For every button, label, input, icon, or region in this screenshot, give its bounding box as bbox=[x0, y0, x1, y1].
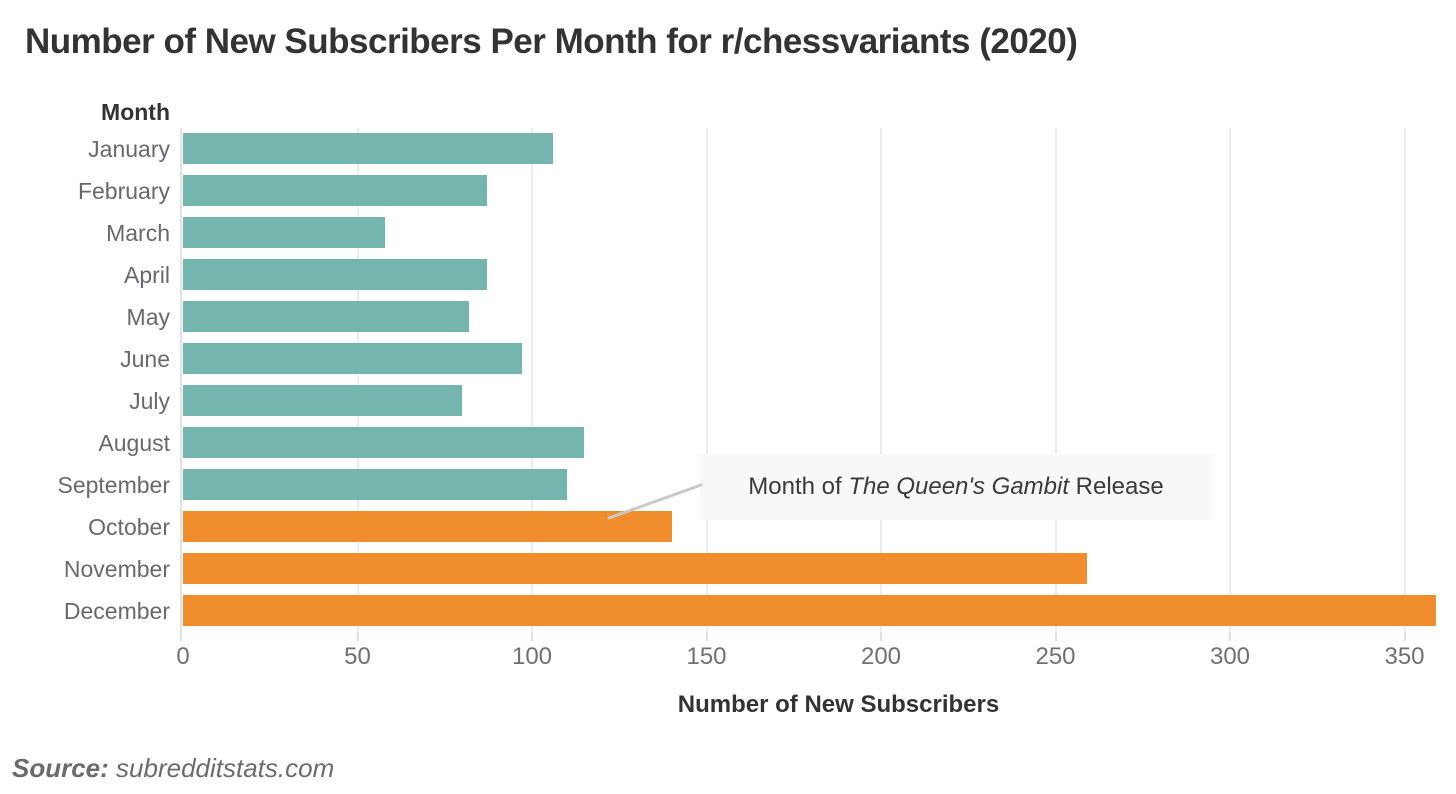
source-text: subredditstats.com bbox=[108, 753, 335, 783]
tick-mark-300 bbox=[1229, 630, 1231, 641]
tick-mark-150 bbox=[705, 630, 708, 641]
gridline-350 bbox=[1403, 128, 1406, 632]
gridline-300 bbox=[1229, 128, 1231, 632]
month-label-july: July bbox=[129, 388, 170, 414]
x-axis-tick-marks bbox=[180, 630, 1456, 642]
bar-april bbox=[183, 259, 487, 290]
tick-label-150: 150 bbox=[686, 643, 727, 670]
gridline-50 bbox=[356, 128, 359, 632]
gridline-200 bbox=[880, 128, 882, 632]
annotation-italic-title: The Queen's Gambit bbox=[848, 473, 1069, 500]
annotation-suffix: Release bbox=[1069, 473, 1164, 500]
tick-label-0: 0 bbox=[176, 643, 190, 670]
month-label-march: March bbox=[106, 220, 170, 246]
bar-march bbox=[183, 217, 386, 248]
tick-mark-350 bbox=[1403, 630, 1406, 641]
bar-may bbox=[183, 301, 470, 332]
bar-august bbox=[183, 427, 585, 458]
month-label-november: November bbox=[63, 556, 170, 582]
bar-november bbox=[183, 553, 1087, 584]
bar-october bbox=[183, 511, 672, 542]
bar-july bbox=[183, 385, 463, 416]
annotation-leader-line bbox=[607, 483, 703, 520]
annotation-label: Month of The Queen's Gambit Release bbox=[700, 454, 1212, 520]
tick-mark-50 bbox=[356, 630, 359, 641]
bar-february bbox=[183, 175, 487, 206]
x-axis-tick-labels: 0 50 100 150 200 250 300 350 bbox=[176, 643, 1456, 673]
month-label-december: December bbox=[63, 598, 170, 624]
tick-mark-0 bbox=[180, 630, 182, 641]
month-label-january: January bbox=[88, 136, 170, 162]
gridline-100 bbox=[531, 128, 533, 632]
month-label-february: February bbox=[77, 178, 170, 204]
y-axis-line bbox=[180, 128, 182, 632]
month-label-october: October bbox=[88, 514, 170, 540]
y-axis-title: Month bbox=[101, 99, 170, 125]
bar-january bbox=[183, 133, 553, 164]
tick-mark-100 bbox=[531, 630, 533, 641]
source-note: Source: subredditstats.com bbox=[12, 753, 334, 784]
tick-mark-200 bbox=[880, 630, 882, 641]
month-label-june: June bbox=[120, 346, 170, 372]
tick-label-250: 250 bbox=[1035, 643, 1076, 670]
x-axis-title: Number of New Subscribers bbox=[677, 691, 1000, 718]
tick-label-350: 350 bbox=[1384, 643, 1425, 670]
bar-december bbox=[183, 595, 1436, 626]
gridline-250 bbox=[1054, 128, 1057, 632]
month-label-september: September bbox=[57, 472, 170, 498]
plot-area bbox=[180, 128, 1456, 632]
tick-mark-250 bbox=[1054, 630, 1057, 641]
tick-label-300: 300 bbox=[1209, 643, 1251, 670]
month-label-august: August bbox=[98, 430, 170, 456]
annotation-prefix: Month of bbox=[748, 473, 849, 500]
gridline-150 bbox=[705, 128, 708, 632]
source-label: Source: bbox=[12, 753, 109, 783]
tick-label-200: 200 bbox=[860, 643, 902, 670]
chart-title: Number of New Subscribers Per Month for … bbox=[25, 22, 1078, 61]
tick-label-100: 100 bbox=[511, 643, 553, 670]
month-label-may: May bbox=[126, 304, 170, 330]
bar-september bbox=[183, 469, 567, 500]
month-label-april: April bbox=[123, 262, 170, 288]
y-axis-labels: January February March April May June July Augu… bbox=[0, 128, 170, 632]
bar-june bbox=[183, 343, 522, 374]
tick-label-50: 50 bbox=[344, 643, 371, 670]
